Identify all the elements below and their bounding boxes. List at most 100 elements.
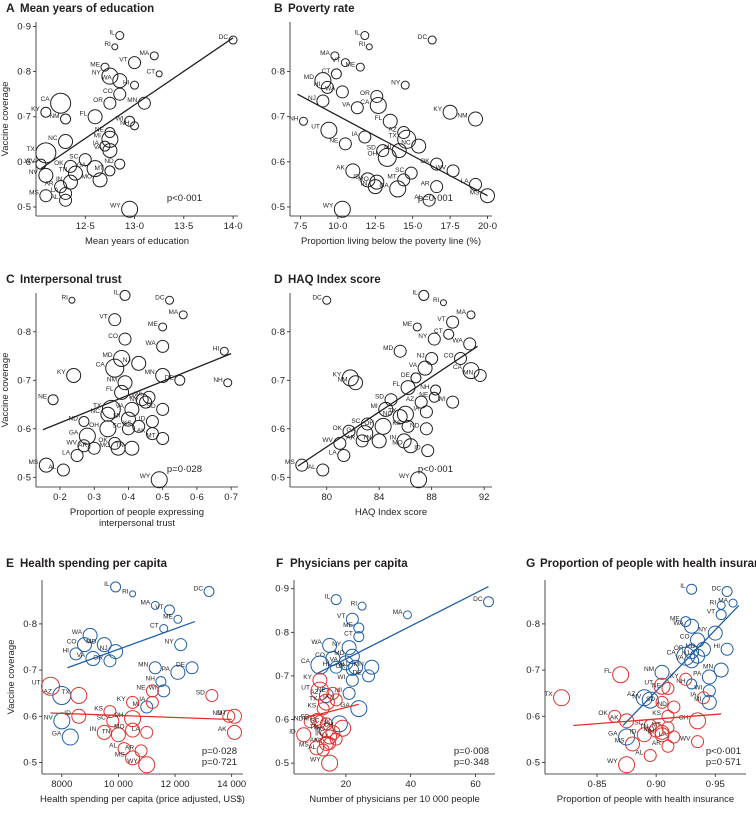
point-label-mi: MI: [94, 133, 101, 140]
point-label-sd: SD: [646, 696, 655, 703]
point-label-ga: GA: [69, 429, 79, 436]
data-point-nv: [139, 395, 153, 409]
data-point-nh: [223, 378, 233, 388]
fit-line-black: [297, 93, 488, 197]
data-point-ar: [661, 739, 675, 753]
point-label-vt: VT: [99, 313, 107, 320]
point-label-la: LA: [62, 449, 71, 456]
point-label-mo: MO: [100, 442, 110, 449]
data-point-la: [329, 732, 343, 746]
data-point-dc: [721, 586, 733, 598]
data-point-ca: [105, 358, 125, 378]
data-point-nm: [654, 664, 670, 680]
data-point-nv: [641, 691, 659, 709]
point-label-nv: NV: [130, 396, 140, 403]
y-tick-label: 0·5: [526, 757, 540, 768]
data-point-il: [119, 289, 131, 301]
x-tick-label: 17·5: [441, 221, 460, 232]
point-label-tn: TN: [310, 724, 319, 731]
point-label-id: ID: [353, 174, 360, 181]
point-label-md: MD: [383, 345, 393, 352]
data-point-mi: [342, 686, 356, 700]
data-point-nm: [60, 113, 72, 125]
point-label-ak: AK: [610, 714, 619, 721]
point-label-sc: SC: [97, 715, 106, 722]
point-label-nc: NC: [401, 140, 411, 147]
fit-line-black: [40, 37, 234, 170]
data-point-mt: [104, 165, 116, 177]
point-label-me: ME: [90, 61, 100, 68]
point-label-wa: WA: [102, 74, 113, 81]
point-label-hi: HI: [62, 648, 69, 655]
point-label-wa: WA: [311, 639, 322, 646]
x-axis-label: Proportion of people with health insuran…: [557, 794, 734, 805]
data-point-ia: [419, 405, 433, 419]
data-point-vt: [345, 612, 359, 626]
data-point-ca: [50, 92, 72, 114]
point-label-nc: NC: [48, 135, 58, 142]
data-point-tx: [70, 686, 88, 704]
data-point-mn: [148, 661, 162, 675]
data-point-ct: [443, 328, 455, 340]
point-label-al: AL: [51, 194, 59, 201]
point-label-wy: WY: [607, 758, 618, 765]
data-point-md: [314, 72, 332, 90]
x-axis-label: Proportion of people expressing: [70, 507, 204, 518]
point-label-id: ID: [139, 415, 146, 422]
data-point-wa: [335, 85, 349, 99]
point-label-ma: MA: [140, 600, 150, 607]
fit-line-blue: [622, 604, 740, 726]
point-label-ks: KS: [123, 420, 132, 427]
data-point-az: [318, 688, 334, 704]
data-point-nc: [411, 138, 427, 154]
y-tick-label: 0·7: [271, 375, 285, 386]
data-point-al: [643, 749, 657, 763]
data-point-de: [185, 661, 199, 675]
y-tick-label: 0·9: [17, 22, 31, 33]
y-tick-label: 0·7: [17, 375, 31, 386]
x-tick-label: 14·0: [224, 221, 243, 232]
point-label-hi: HI: [213, 345, 220, 352]
point-label-ms: MS: [29, 189, 39, 196]
point-label-ky: KY: [333, 371, 342, 378]
y-tick-label: 0·7: [526, 665, 540, 676]
point-label-ct: CT: [322, 68, 331, 75]
panel-e: E Health spending per capita 0·5 0·6 0·7 0·8 8…: [6, 556, 246, 805]
point-label-me: ME: [343, 622, 353, 629]
point-label-mt: MT: [95, 165, 104, 172]
data-point-sc: [121, 422, 135, 436]
data-point-ms: [480, 188, 496, 204]
point-label-ri: RI: [433, 297, 440, 304]
y-tick-label: 0·8: [17, 67, 31, 78]
data-point-il: [110, 581, 122, 593]
point-label-az: AZ: [388, 126, 396, 133]
point-label-co: CO: [444, 352, 454, 359]
data-point-fl: [612, 666, 630, 684]
point-label-ms: MS: [615, 738, 625, 745]
data-point-dc: [165, 295, 175, 305]
point-label-ms: MS: [115, 751, 125, 758]
point-label-ca: CA: [41, 96, 51, 103]
data-point-ny: [341, 640, 357, 656]
y-tick-label: 0·6: [17, 157, 31, 168]
point-label-wi: WI: [438, 396, 446, 403]
point-label-ar: AR: [45, 180, 54, 187]
data-point-ak: [227, 724, 243, 740]
fit-line-red: [573, 713, 722, 727]
data-point-va: [350, 101, 364, 115]
data-point-co: [76, 637, 92, 653]
data-point-va: [124, 401, 140, 417]
point-label-va: VA: [77, 652, 86, 659]
point-label-ak: AK: [218, 726, 227, 733]
point-label-wy: WY: [323, 203, 334, 210]
point-label-de: DE: [401, 372, 411, 379]
data-point-ks: [132, 419, 146, 433]
point-label-sc: SC: [634, 719, 643, 726]
point-label-wv: WV: [680, 735, 691, 742]
point-label-ky: KY: [31, 106, 40, 113]
point-label-mt: MT: [146, 432, 155, 439]
point-label-nv: NV: [29, 169, 39, 176]
data-point-ut: [320, 121, 338, 139]
data-point-nv: [38, 167, 54, 183]
